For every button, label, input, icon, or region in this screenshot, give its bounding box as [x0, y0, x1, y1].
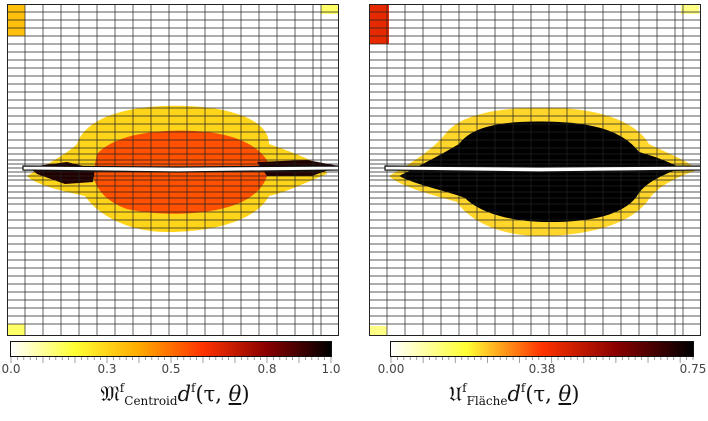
colorbar-tick-label: 0.00 [377, 362, 405, 376]
left-crack [22, 165, 339, 173]
colorbar-tick-label: 0.8 [257, 362, 277, 376]
left-formula-args: (τ, [195, 382, 229, 406]
left-colorbar [10, 341, 332, 357]
colorbar-tick-label: 0.5 [161, 362, 181, 376]
left-panel: 0.0 0.3 0.5 0.8 1.0 𝔐fCentroiddf(τ, θ) [0, 0, 345, 421]
left-formula-sub: Centroid [124, 394, 178, 408]
right-formula-sub: Fläche [466, 394, 508, 408]
left-fill-corner-bl [7, 324, 25, 336]
right-fill-corner-bl [369, 326, 387, 336]
left-fill-corner-tr [321, 4, 339, 14]
right-formula-args: (τ, [525, 382, 559, 406]
left-formula-d-sup: f [191, 381, 196, 395]
left-formula-d: d [177, 382, 192, 406]
colorbar-tick-label: 0.38 [528, 362, 556, 376]
right-formula-theta: θ [558, 382, 572, 406]
right-formula-sup: f [462, 381, 467, 395]
left-mesh-plot [7, 4, 339, 336]
left-formula-sup: f [119, 381, 125, 395]
left-mesh-border [7, 4, 339, 336]
left-colorbar-ticks [10, 357, 332, 363]
right-colorbar [390, 341, 694, 357]
colorbar-tick-label: 0.75 [679, 362, 707, 376]
left-formula-close: ) [241, 382, 250, 406]
colorbar-tick-label: 0.0 [1, 362, 21, 376]
right-formula-label: 𝔘fFlächedf(τ, θ) [449, 381, 580, 408]
colorbar-tick-label: 0.3 [97, 362, 117, 376]
right-formula-d-sup: f [520, 381, 526, 395]
right-panel: 0.00 0.38 0.75 𝔘fFlächedf(τ, θ) [362, 0, 708, 421]
right-crack [384, 165, 701, 173]
left-damage-fields [7, 4, 339, 336]
right-formula-d: d [507, 382, 521, 406]
right-fill-corner-tl [369, 4, 389, 44]
left-formula-theta: θ [228, 382, 242, 406]
right-mesh-border [369, 4, 701, 336]
right-colorbar-ticks [390, 357, 694, 363]
colorbar-tick-label: 1.0 [321, 362, 341, 376]
right-formula-close: ) [571, 382, 580, 406]
right-fill-corner-tr [681, 4, 699, 14]
right-formula-main: 𝔘 [448, 382, 463, 406]
left-formula-main: 𝔐 [100, 382, 120, 406]
right-mesh-plot [369, 4, 701, 336]
right-damage-fields [369, 4, 701, 336]
left-formula-label: 𝔐fCentroiddf(τ, θ) [100, 381, 249, 408]
